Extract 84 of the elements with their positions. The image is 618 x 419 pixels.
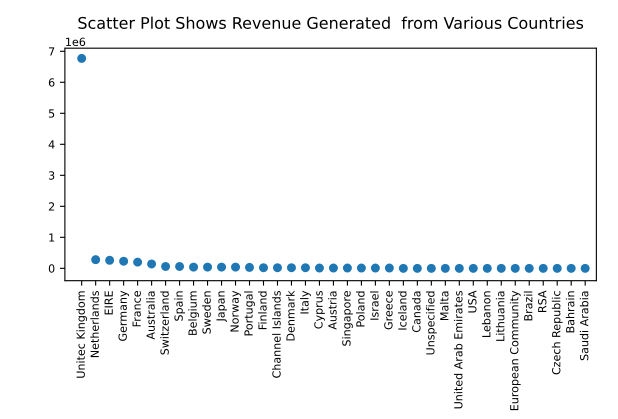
point bbox=[426, 264, 436, 273]
x-tick-label: United Arab Emirates bbox=[454, 290, 463, 408]
chart-title: Scatter Plot Shows Revenue Generated from Various Countries bbox=[78, 16, 584, 29]
point bbox=[245, 262, 254, 272]
point bbox=[203, 262, 212, 272]
point bbox=[119, 256, 128, 266]
x-tick-label: EIRE bbox=[104, 291, 113, 314]
x-tick-label: Singapore bbox=[342, 291, 353, 346]
x-tick-label: Switzerland bbox=[160, 291, 169, 355]
point bbox=[398, 264, 408, 273]
x-tick-label: Denmark bbox=[286, 290, 295, 340]
y-tick-label: 0 bbox=[48, 264, 54, 273]
point bbox=[105, 256, 114, 265]
x-tick-label: Saudi Arabia bbox=[580, 291, 588, 360]
point bbox=[189, 262, 198, 272]
point bbox=[300, 263, 310, 272]
point bbox=[566, 264, 576, 273]
x-tick-label: Greece bbox=[384, 291, 393, 330]
point bbox=[580, 264, 590, 273]
point bbox=[147, 259, 156, 268]
point bbox=[538, 264, 548, 273]
x-tick-label: Canada bbox=[412, 291, 421, 332]
point bbox=[454, 264, 464, 273]
y-tick-label: 2 bbox=[48, 202, 54, 211]
text: 1e6 bbox=[66, 38, 86, 46]
point bbox=[482, 264, 492, 273]
x-tick-label: Brazil bbox=[524, 291, 532, 320]
y-tick-label: 7 bbox=[49, 47, 54, 56]
y-tick-label: 5 bbox=[48, 109, 54, 118]
x-tick-label: Australia bbox=[146, 291, 155, 340]
point bbox=[412, 264, 422, 273]
x-tick-label: RSA bbox=[538, 290, 546, 312]
point bbox=[468, 264, 478, 273]
x-tick-label: USA bbox=[468, 290, 477, 312]
x-tick-label: Italy bbox=[300, 290, 311, 314]
point bbox=[133, 258, 142, 267]
point bbox=[384, 264, 394, 273]
point bbox=[91, 255, 100, 264]
point bbox=[496, 264, 506, 273]
x-tick-label: Netherlands bbox=[90, 290, 99, 358]
point bbox=[524, 264, 534, 273]
point bbox=[370, 264, 380, 273]
x-tick-label: European Community bbox=[510, 290, 521, 410]
x-tick-label: Norway bbox=[230, 290, 241, 332]
point bbox=[356, 264, 366, 273]
x-tick-label: Spain bbox=[174, 291, 185, 321]
x-tick-label: Germany bbox=[118, 290, 130, 341]
point bbox=[175, 262, 184, 271]
x-tick-label: Sweden bbox=[202, 291, 211, 334]
x-tick-label: Portugal bbox=[244, 291, 255, 336]
y-tick-label: 4 bbox=[48, 140, 55, 149]
point bbox=[161, 262, 170, 271]
x-tick-label: France bbox=[132, 291, 141, 326]
x-tick-label: Unspecified bbox=[426, 291, 437, 354]
y-tick-label: 3 bbox=[48, 171, 54, 180]
x-tick-label: Cyprus bbox=[314, 290, 325, 329]
x-tick-label: Czech Republic bbox=[552, 291, 563, 374]
point bbox=[510, 264, 520, 273]
x-tick-label: Israel bbox=[370, 291, 379, 320]
x-tick-label: Iceland bbox=[398, 291, 407, 330]
x-tick-label: Malta bbox=[440, 291, 449, 320]
x-tick-label: Poland bbox=[356, 291, 365, 326]
x-tick-label: Lebanon bbox=[482, 291, 490, 337]
point bbox=[286, 263, 296, 272]
x-tick-label: Belgium bbox=[188, 291, 199, 335]
point bbox=[440, 264, 450, 273]
point bbox=[328, 264, 338, 273]
point bbox=[231, 262, 240, 272]
point bbox=[342, 264, 352, 273]
point bbox=[552, 264, 562, 273]
point bbox=[272, 263, 282, 272]
x-tick-label: Japan bbox=[216, 291, 227, 322]
x-tick-label: Finland bbox=[258, 291, 267, 330]
x-tick-label: Austria bbox=[328, 291, 337, 330]
y-tick-label: 6 bbox=[48, 78, 54, 87]
point bbox=[77, 54, 86, 63]
x-tick-label: Channel Islands bbox=[272, 290, 281, 378]
y-tick-label: 1 bbox=[49, 233, 54, 242]
x-tick-label: Lithuania bbox=[496, 291, 504, 341]
point bbox=[314, 264, 324, 273]
point bbox=[258, 263, 268, 272]
x-tick-label: Unitec Kingdom bbox=[76, 291, 88, 378]
x-tick-label: Bahrain bbox=[566, 291, 574, 332]
point bbox=[217, 262, 226, 272]
